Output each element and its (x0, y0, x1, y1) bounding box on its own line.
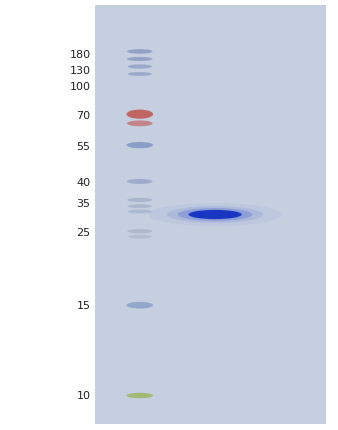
Text: 35: 35 (77, 199, 91, 209)
Ellipse shape (127, 50, 152, 55)
Text: 55: 55 (77, 141, 91, 151)
Bar (95, 6, 326, 424)
Ellipse shape (167, 207, 263, 223)
Ellipse shape (128, 205, 152, 209)
Text: 70: 70 (76, 111, 91, 121)
Ellipse shape (126, 111, 153, 120)
Ellipse shape (128, 73, 152, 77)
Ellipse shape (127, 58, 152, 62)
Ellipse shape (178, 209, 252, 221)
Ellipse shape (127, 121, 152, 127)
Ellipse shape (127, 198, 152, 203)
Ellipse shape (126, 143, 153, 149)
Text: 40: 40 (76, 178, 91, 187)
Ellipse shape (188, 210, 242, 220)
Ellipse shape (128, 65, 152, 69)
Ellipse shape (127, 180, 152, 184)
Text: 25: 25 (76, 227, 91, 237)
Ellipse shape (127, 230, 152, 234)
Ellipse shape (126, 393, 153, 398)
Text: 100: 100 (70, 82, 91, 92)
Ellipse shape (128, 235, 152, 239)
Text: 10: 10 (77, 390, 91, 400)
Text: 130: 130 (70, 66, 91, 76)
Text: 15: 15 (77, 301, 91, 310)
Text: 180: 180 (70, 50, 91, 60)
Ellipse shape (128, 210, 152, 214)
Ellipse shape (126, 302, 153, 309)
